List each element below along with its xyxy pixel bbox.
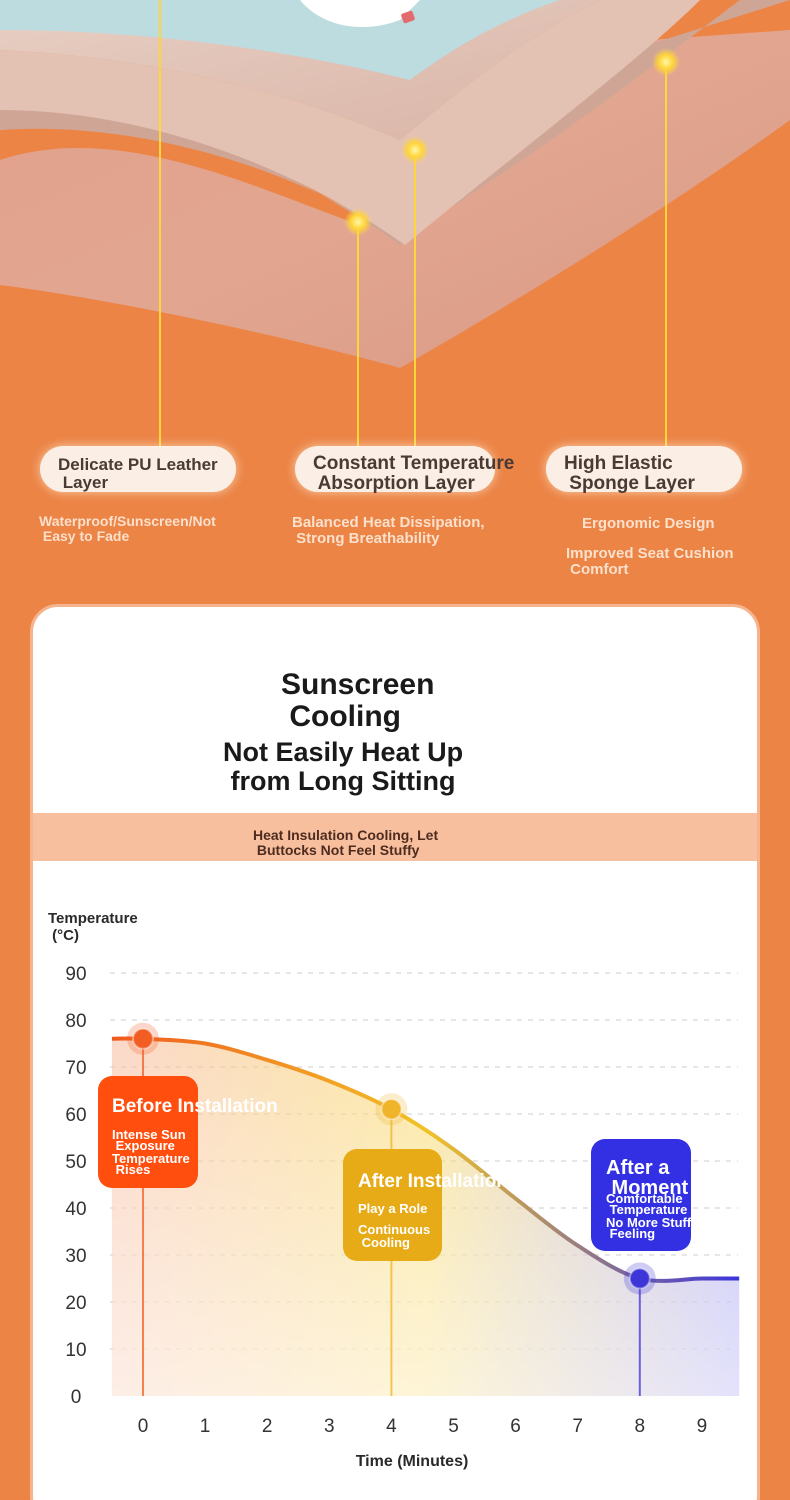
x-tick-label: 7 (572, 1416, 583, 1437)
marker-label-text: Comfortable Temperature No More Stuffy Fe… (606, 1191, 699, 1241)
leather-layer-description: Waterproof/Sunscreen/Not Easy to Fade (39, 513, 216, 544)
info-band-text: Heat Insulation Cooling, Let Buttocks No… (253, 827, 439, 858)
sponge-layer-description-2: Improved Seat Cushion Comfort (566, 545, 734, 578)
callout-absorption-layer: Constant Temperature Absorption Layer (295, 446, 514, 494)
y-tick-label: 80 (65, 1011, 86, 1032)
y-tick-label: 0 (71, 1387, 82, 1408)
callout-sponge-layer: High Elastic Sponge Layer (546, 446, 742, 494)
marker-label-box (343, 1149, 442, 1261)
sponge-layer (0, 30, 790, 368)
y-tick-label: 50 (65, 1152, 86, 1173)
y-tick-label: 10 (65, 1340, 86, 1361)
data-point-marker (628, 1267, 651, 1290)
x-tick-label: 5 (448, 1416, 459, 1437)
y-tick-label: 60 (65, 1105, 86, 1126)
x-tick-label: 2 (262, 1416, 273, 1437)
marker-label-text: Play a Role Continuous Cooling (358, 1201, 430, 1250)
x-tick-label: 0 (138, 1416, 149, 1437)
printed-fabric (0, 0, 560, 80)
marker-label-box (98, 1076, 198, 1188)
y-tick-label: 30 (65, 1246, 86, 1267)
absorption-layer-description: Balanced Heat Dissipation, Strong Breath… (292, 514, 485, 547)
callout-leather-layer: Delicate PU Leather Layer (40, 446, 236, 492)
x-tick-label: 1 (200, 1416, 211, 1437)
y-tick-label: 70 (65, 1058, 86, 1079)
sponge-layer-description: Ergonomic Design (582, 515, 715, 532)
data-point-marker (132, 1027, 154, 1050)
marker-label-title: Before Installation (112, 1096, 278, 1117)
x-tick-label: 4 (386, 1416, 397, 1437)
y-axis-label: Temperature (°C) (48, 910, 138, 944)
absorption-layer (0, 0, 790, 245)
marker-label-title: After a Moment (606, 1157, 689, 1199)
x-tick-label: 9 (697, 1416, 708, 1437)
material-layers-illustration (0, 0, 790, 460)
x-tick-label: 6 (510, 1416, 521, 1437)
marker-label-text: Intense Sun Exposure Temperature Rises (112, 1127, 190, 1177)
card-subtitle: Not Easily Heat Up from Long Sitting (223, 737, 464, 796)
info-band: Heat Insulation Cooling, Let Buttocks No… (33, 813, 757, 861)
y-tick-label: 90 (65, 964, 86, 985)
marker-label-title: After Installation (358, 1171, 508, 1192)
x-axis-label: Time (Minutes) (356, 1453, 469, 1470)
x-tick-label: 8 (635, 1416, 646, 1437)
data-point-marker (380, 1098, 403, 1121)
marker-label-box (591, 1139, 691, 1251)
card-title: Sunscreen Cooling (281, 668, 435, 733)
x-tick-label: 3 (324, 1416, 335, 1437)
y-tick-label: 40 (65, 1199, 86, 1220)
y-tick-label: 20 (65, 1293, 86, 1314)
